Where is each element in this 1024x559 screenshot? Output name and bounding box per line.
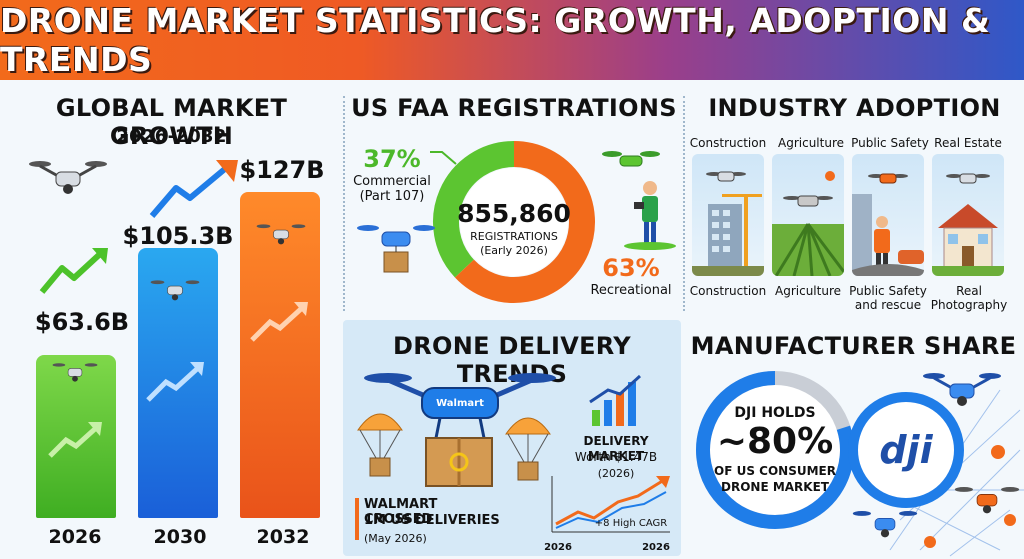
title-banner: DRONE MARKET STATISTICS: GROWTH, ADOPTIO… — [0, 0, 1024, 80]
industry-title: INDUSTRY ADOPTION — [708, 94, 1001, 122]
real-estate-image — [932, 154, 1004, 276]
cagr-trend-chart — [551, 476, 670, 533]
delivery-title: DRONE DELIVERY TRENDS — [393, 332, 631, 388]
drone-icon — [29, 161, 107, 194]
dji-share-arc — [696, 371, 854, 529]
pilot-icon — [602, 151, 676, 250]
delivery-panel: DRONE DELIVERY TRENDS — [343, 320, 681, 556]
trend-arrow-icon — [146, 362, 204, 402]
commercial-sublabel: (Part 107) — [359, 189, 425, 204]
cagr-axis-start: 2026 — [544, 542, 572, 553]
market-growth-title: GLOBAL MARKET GROWTH — [55, 94, 288, 150]
donut-center — [460, 168, 568, 276]
delivery-market-bars-icon — [589, 374, 642, 426]
industry-top-label-public-safety: Public Safety — [851, 136, 929, 150]
commercial-label: Commercial — [353, 174, 431, 189]
recreational-slice — [454, 141, 595, 303]
manufacturer-share-ring — [696, 371, 854, 529]
drone-icon — [256, 224, 306, 245]
share-line-3: DRONE MARKET — [721, 480, 829, 494]
bar-2026 — [36, 355, 116, 518]
recreational-pct: 63% — [602, 254, 660, 282]
year-2026: 2026 — [48, 526, 102, 548]
trend-arrow-icon — [149, 160, 238, 218]
market-growth-subtitle: 2026-2032 — [116, 126, 227, 147]
bar-label-2030: $105.3B — [122, 222, 234, 250]
industry-top-label-agriculture: Agriculture — [778, 136, 844, 150]
parachute-icon — [357, 413, 403, 477]
walmart-line-1: WALMART CROSSED — [364, 497, 438, 527]
manufacturer-title: MANUFACTURER SHARE — [690, 332, 1017, 360]
cagr-axis-end: 2026 — [642, 542, 670, 553]
walmart-line-2: 1M US DELIVERIES — [364, 513, 500, 528]
faa-total-label: REGISTRATIONS — [470, 230, 558, 243]
industry-top-label-construction: Construction — [689, 136, 767, 150]
drone-icon — [52, 363, 98, 382]
industry-caption-agriculture: Agriculture — [775, 284, 841, 298]
public-safety-image — [852, 154, 924, 276]
dji-logo: dji — [879, 428, 933, 472]
trend-arrow-icon — [39, 248, 108, 294]
dji-logo-badge: dji — [848, 392, 964, 508]
bar-label-2026: $63.6B — [34, 308, 130, 336]
drone-icon — [357, 225, 435, 273]
year-2032: 2032 — [256, 526, 310, 548]
drone-icon — [923, 373, 1001, 406]
divider — [683, 96, 685, 311]
delivery-market-worth: Worth $1.47B — [574, 450, 658, 464]
parachute-icon — [505, 417, 551, 481]
delivery-drone-brand: Walmart — [436, 398, 484, 409]
trend-arrow-icon — [48, 422, 102, 458]
accent-bar — [355, 498, 359, 540]
walmart-note: (May 2026) — [364, 532, 427, 545]
agriculture-image — [772, 154, 844, 276]
construction-image — [692, 154, 764, 276]
trend-arrow-icon — [250, 302, 308, 342]
commercial-pct: 37% — [363, 145, 421, 173]
parcel-icon — [425, 437, 493, 487]
bar-label-2032: $127B — [239, 156, 325, 184]
year-2030: 2030 — [153, 526, 207, 548]
market-growth-panel: GLOBAL MARKET GROWTH 2026-2032 — [0, 80, 343, 559]
faa-total-note: (Early 2026) — [480, 244, 548, 257]
faa-title: US FAA REGISTRATIONS — [351, 94, 677, 122]
recreational-label: Recreational — [590, 283, 672, 298]
industry-caption-real-estate-2: Photography — [930, 298, 1008, 312]
drone-icon — [954, 486, 1020, 514]
industry-caption-public-safety: Public Safety — [849, 284, 927, 298]
divider — [343, 96, 345, 311]
industry-panel: INDUSTRY ADOPTION — [685, 80, 1024, 310]
industry-caption-real-estate: Real — [956, 284, 982, 298]
industry-top-label-real-estate: Real Estate — [934, 136, 1002, 150]
industry-caption-construction: Construction — [689, 284, 767, 298]
delivery-market-label: DELIVERY MARKET — [583, 434, 649, 463]
faa-total: 855,860 — [457, 199, 571, 228]
manufacturer-panel: MANUFACTURER SHARE — [683, 320, 1024, 559]
cagr-label: +8 High CAGR — [594, 518, 668, 529]
drone-icon — [150, 280, 200, 301]
share-line-2: OF US CONSUMER — [714, 464, 836, 478]
share-pct: ~80% — [716, 421, 834, 462]
commercial-slice — [433, 141, 515, 278]
delivery-drone-icon — [364, 373, 556, 439]
delivery-market-year: (2026) — [597, 467, 635, 480]
industry-caption-public-safety-2: and rescue — [854, 298, 922, 312]
faa-panel: US FAA REGISTRATIONS — [345, 80, 683, 310]
bar-2032 — [240, 192, 320, 518]
faa-donut-chart — [433, 141, 595, 303]
network-lines — [879, 389, 1024, 557]
share-line-1: DJI HOLDS — [734, 405, 816, 421]
page-title: DRONE MARKET STATISTICS: GROWTH, ADOPTIO… — [0, 1, 991, 79]
drone-icon — [852, 510, 918, 538]
leader-line — [430, 151, 457, 165]
